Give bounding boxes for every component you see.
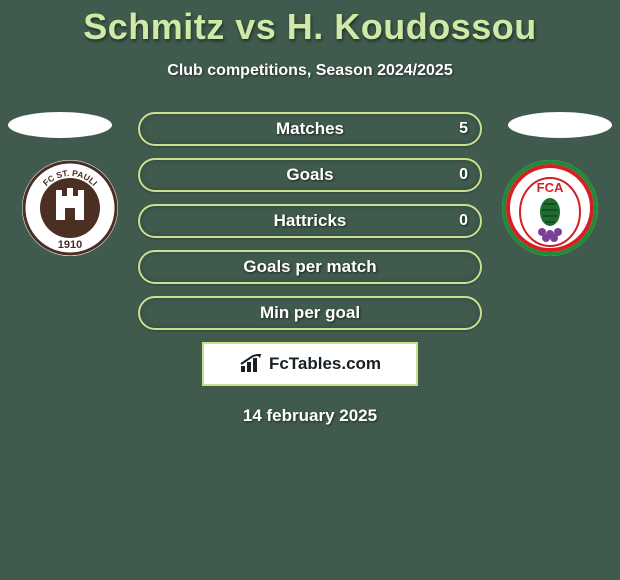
stat-label: Hattricks (274, 211, 347, 231)
player-marker-left (8, 112, 112, 138)
club-badge-left: FC ST. PAULI 1910 (20, 158, 120, 258)
svg-text:1910: 1910 (58, 239, 82, 251)
augsburg-badge-icon: FCA (500, 158, 600, 258)
stat-bar: Hattricks 0 (138, 204, 482, 238)
generated-date: 14 february 2025 (0, 406, 620, 426)
stat-bars: Matches 5 Goals 0 Hattricks 0 Goals per match M… (138, 112, 482, 330)
stat-bar: Matches 5 (138, 112, 482, 146)
svg-text:FCA: FCA (537, 180, 564, 195)
stat-label: Goals (286, 165, 333, 185)
stat-bar: Goals 0 (138, 158, 482, 192)
stat-label: Min per goal (260, 303, 360, 323)
stat-bar: Goals per match (138, 250, 482, 284)
stpauli-badge-icon: FC ST. PAULI 1910 (20, 158, 120, 258)
stat-value-right: 0 (459, 212, 468, 230)
stat-value-right: 5 (459, 120, 468, 138)
stat-bar: Min per goal (138, 296, 482, 330)
stat-value-right: 0 (459, 166, 468, 184)
subtitle: Club competitions, Season 2024/2025 (0, 62, 620, 80)
club-badge-right: FCA (500, 158, 600, 258)
fctables-logo-icon (239, 354, 263, 374)
brand-text: FcTables.com (269, 354, 381, 374)
brand-box: FcTables.com (202, 342, 418, 386)
stat-label: Matches (276, 119, 344, 139)
comparison-panel: FC ST. PAULI 1910 FCA Matches5Goals0Hatt… (0, 112, 620, 426)
page-title: Schmitz vs H. Koudossou (0, 0, 620, 48)
player-marker-right (508, 112, 612, 138)
stat-label: Goals per match (243, 257, 376, 277)
